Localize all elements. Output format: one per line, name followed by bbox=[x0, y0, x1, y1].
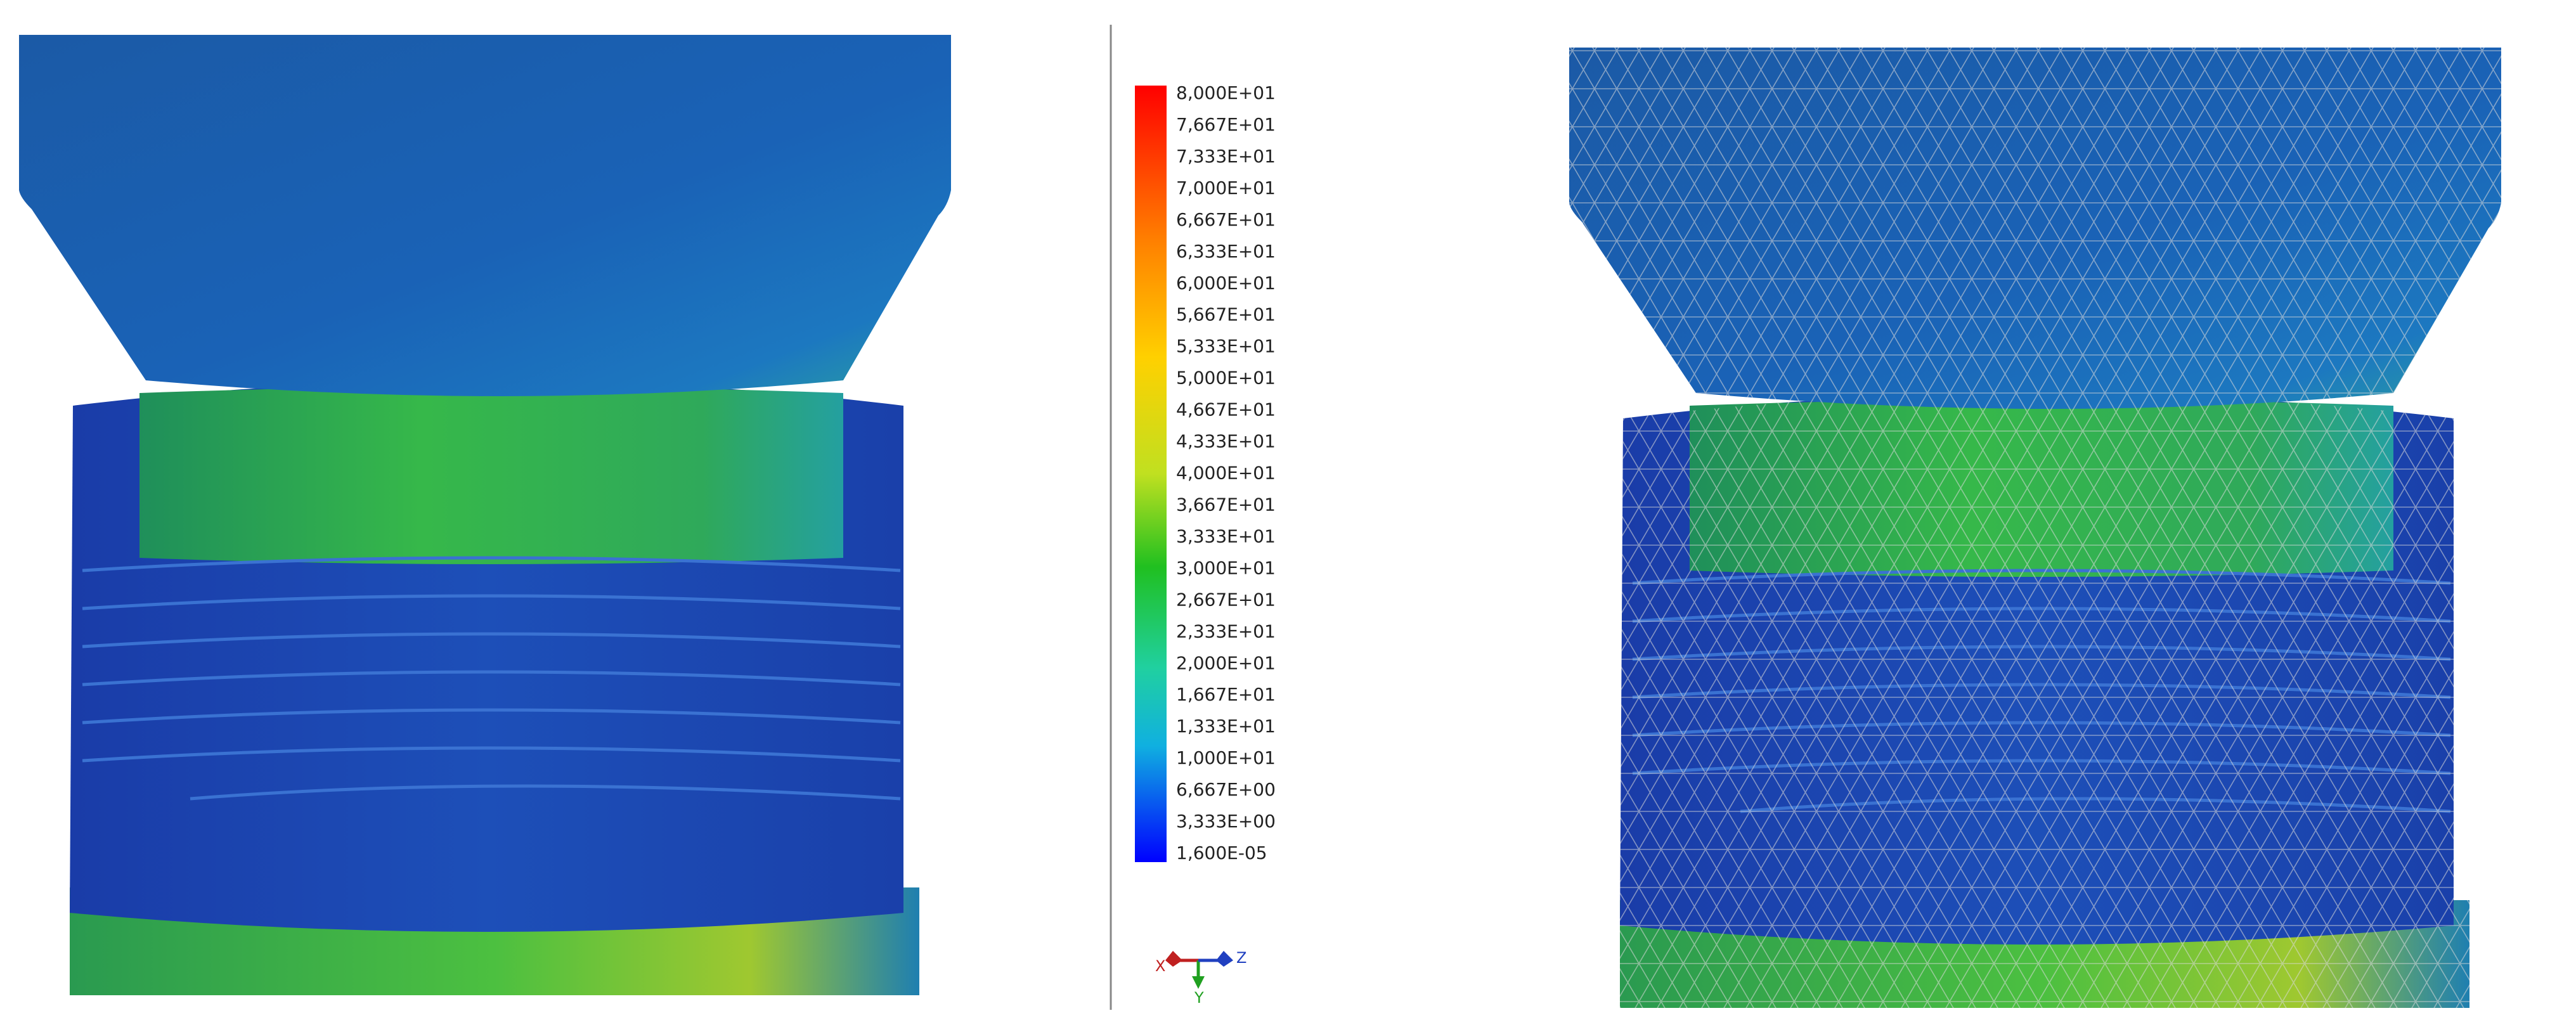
legend-label: 7,000E+01 bbox=[1176, 177, 1276, 198]
legend-label: 7,333E+01 bbox=[1176, 146, 1276, 167]
y-arrow bbox=[1192, 976, 1205, 989]
legend-label: 6,667E+00 bbox=[1176, 779, 1276, 800]
legend-label: 6,333E+01 bbox=[1176, 241, 1276, 262]
z-arrow bbox=[1216, 951, 1233, 967]
legend-label: 3,333E+00 bbox=[1176, 811, 1276, 832]
legend-label: 2,667E+01 bbox=[1176, 589, 1276, 610]
color-legend: 8,000E+01 7,667E+01 7,333E+01 7,000E+01 6,66… bbox=[1135, 82, 1276, 863]
mesh-overlay bbox=[1569, 48, 2501, 1008]
color-bar bbox=[1135, 86, 1167, 862]
legend-label: 1,600E-05 bbox=[1176, 842, 1267, 863]
legend-label: 6,000E+01 bbox=[1176, 273, 1276, 293]
legend-label: 3,333E+01 bbox=[1176, 526, 1276, 546]
legend-label: 1,667E+01 bbox=[1176, 684, 1276, 705]
axis-triad: X Y Z bbox=[1155, 949, 1246, 1007]
right-view bbox=[1550, 13, 2539, 1008]
legend-label: 3,000E+01 bbox=[1176, 557, 1276, 578]
y-label: Y bbox=[1194, 989, 1204, 1007]
x-arrow bbox=[1165, 951, 1182, 967]
legend-label: 3,667E+01 bbox=[1176, 494, 1276, 515]
legend-label: 5,667E+01 bbox=[1176, 304, 1276, 325]
legend-label: 1,000E+01 bbox=[1176, 747, 1276, 768]
legend-label: 5,000E+01 bbox=[1176, 368, 1276, 389]
legend-label: 5,333E+01 bbox=[1176, 336, 1276, 357]
legend-label: 2,333E+01 bbox=[1176, 621, 1276, 642]
legend-label: 4,333E+01 bbox=[1176, 431, 1276, 452]
legend-label: 6,667E+01 bbox=[1176, 209, 1276, 230]
legend-label: 2,000E+01 bbox=[1176, 652, 1276, 673]
left-view bbox=[19, 35, 951, 995]
legend-label: 4,667E+01 bbox=[1176, 399, 1276, 420]
legend-label: 7,667E+01 bbox=[1176, 114, 1276, 135]
x-label: X bbox=[1155, 957, 1165, 975]
legend-label: 1,333E+01 bbox=[1176, 716, 1276, 737]
z-label: Z bbox=[1236, 949, 1246, 967]
legend-label: 4,000E+01 bbox=[1176, 463, 1276, 484]
legend-label: 8,000E+01 bbox=[1176, 82, 1276, 103]
stress-model bbox=[19, 35, 951, 995]
